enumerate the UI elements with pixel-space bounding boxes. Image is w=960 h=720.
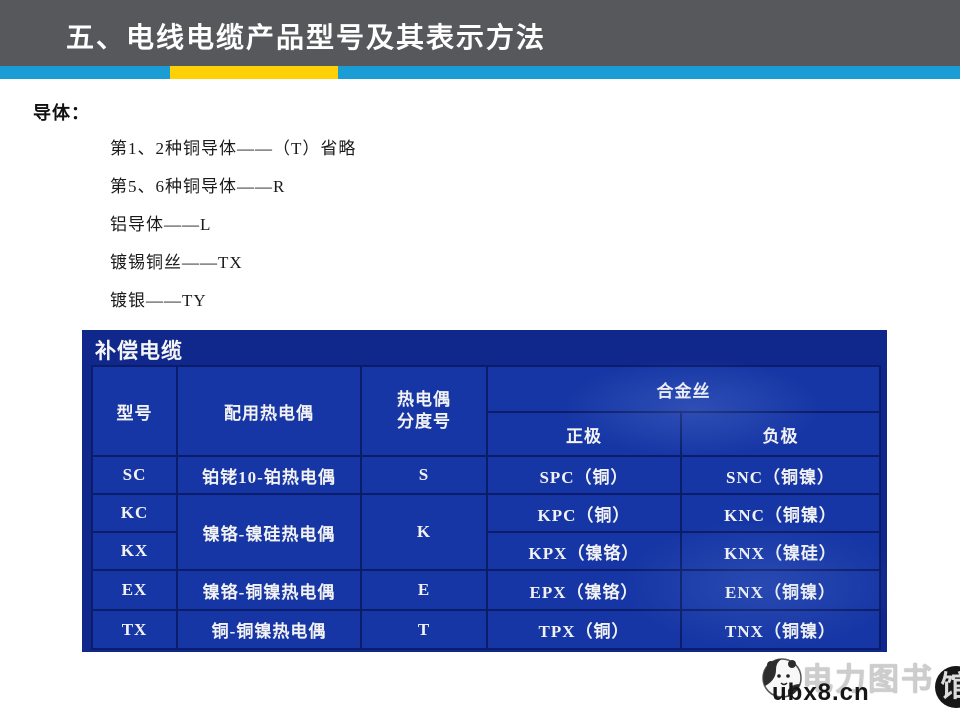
- table-cell: T: [360, 609, 488, 650]
- table-cell: SPC（铜）: [486, 455, 682, 495]
- panda-logo-icon: [762, 658, 802, 698]
- bullet-line: 铝导体——L: [110, 215, 212, 234]
- stripe-yellow-segment: [170, 66, 338, 79]
- table-cell: KX: [91, 531, 178, 571]
- table-header-cell: 负极: [680, 411, 881, 457]
- table-caption: 补偿电缆: [95, 339, 183, 363]
- accent-stripe: [0, 66, 960, 79]
- table-cell: TNX（铜镍）: [680, 609, 881, 650]
- site-watermark: 电力图书馆 ubx8.cn: [740, 652, 960, 714]
- table-row: KX KPX（镍铬） KNX（镍硅）: [91, 531, 881, 571]
- table-cell: 镍铬-铜镍热电偶: [176, 569, 362, 611]
- table-cell: 镍铬-镍硅热电偶: [176, 493, 362, 571]
- table-cell: TPX（铜）: [486, 609, 682, 650]
- table-cell: EX: [91, 569, 178, 611]
- site-name-prefix: 电力图书: [802, 662, 934, 697]
- site-name-last-badge: 馆: [935, 666, 960, 708]
- bullet-line: 第1、2种铜导体——（T）省略: [110, 139, 357, 158]
- bullet-line: 镀锡铜丝——TX: [110, 253, 243, 272]
- table-cell: EPX（镍铬）: [486, 569, 682, 611]
- table-cell: KNX（镍硅）: [680, 531, 881, 571]
- page-title: 五、电线电缆产品型号及其表示方法: [66, 23, 547, 54]
- section-heading: 导体：: [33, 103, 90, 123]
- stripe-blue-right-segment: [338, 66, 960, 79]
- table-cell: 铜-铜镍热电偶: [176, 609, 362, 650]
- table-header-cell: 合金丝: [486, 365, 881, 413]
- bullet-lines: 第1、2种铜导体——（T）省略 第5、6种铜导体——R 铝导体——L 镀锡铜丝—…: [110, 137, 356, 327]
- bullet-line: 镀银——TY: [110, 291, 207, 310]
- stripe-blue-left-segment: [0, 66, 170, 79]
- table-row: TX 铜-铜镍热电偶 T TPX（铜） TNX（铜镍）: [91, 609, 881, 650]
- table-cell: KPC（铜）: [486, 493, 682, 533]
- table-cell: KPX（镍铬）: [486, 531, 682, 571]
- table-cell: KNC（铜镍）: [680, 493, 881, 533]
- table-cell: TX: [91, 609, 178, 650]
- compensation-cable-table: 型号 配用热电偶 热电偶 分度号 合金丝 正极 负极 SC 铂铑10-铂热电偶 …: [91, 365, 881, 650]
- table-header-cell: 热电偶 分度号: [360, 365, 488, 457]
- table-cell: SC: [91, 455, 178, 495]
- table-cell: K: [360, 493, 488, 571]
- bullet-line: 第5、6种铜导体——R: [110, 177, 286, 196]
- table-cell: KC: [91, 493, 178, 533]
- table-cell: ENX（铜镍）: [680, 569, 881, 611]
- table-row: KC 镍铬-镍硅热电偶 K KPC（铜） KNC（铜镍）: [91, 493, 881, 571]
- table-cell: SNC（铜镍）: [680, 455, 881, 495]
- compensation-cable-panel: 补偿电缆 型号 配用热电偶 热电偶 分度号 合金丝 正极 负极 SC: [82, 330, 902, 652]
- table-header-cell: 配用热电偶: [176, 365, 362, 457]
- table-header-cell: 正极: [486, 411, 682, 457]
- site-name: 电力图书馆: [802, 654, 960, 708]
- table-row: EX 镍铬-铜镍热电偶 E EPX（镍铬） ENX（铜镍）: [91, 569, 881, 611]
- site-url: ubx8.cn: [772, 679, 870, 706]
- table-cell: E: [360, 569, 488, 611]
- table-row: SC 铂铑10-铂热电偶 S SPC（铜） SNC（铜镍）: [91, 455, 881, 495]
- slide-title-bar: 五、电线电缆产品型号及其表示方法: [0, 0, 960, 66]
- table-cell: 铂铑10-铂热电偶: [176, 455, 362, 495]
- table-header-cell: 型号: [91, 365, 178, 457]
- table-cell: S: [360, 455, 488, 495]
